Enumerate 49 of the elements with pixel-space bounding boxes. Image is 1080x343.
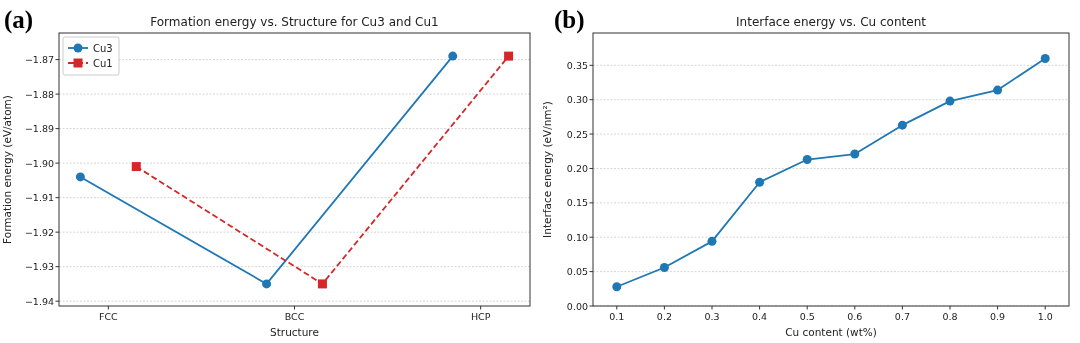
point [612, 282, 622, 292]
y-tick-label: 0.15 [566, 197, 588, 209]
x-tick-label: 0.3 [704, 311, 720, 322]
x-tick-label: HCP [470, 311, 491, 322]
point [707, 236, 717, 246]
y-tick-label: −1.90 [24, 157, 54, 169]
y-axis-title: Interface energy (eV/nm²) [541, 101, 553, 238]
point [897, 120, 907, 130]
x-tick-label: 0.1 [609, 311, 625, 322]
x-tick-label: 0.6 [847, 311, 863, 322]
x-tick-label: BCC [284, 311, 305, 322]
y-axis-title: Formation energy (eV/atom) [1, 95, 13, 244]
y-tick-label: 0.20 [566, 162, 588, 174]
x-tick-label: 0.4 [752, 311, 768, 322]
point [850, 149, 860, 159]
y-tick-label: −1.91 [24, 192, 54, 204]
x-tick-label: 0.8 [942, 311, 958, 322]
point [659, 262, 669, 272]
y-tick-label: −1.94 [24, 295, 54, 307]
point [945, 96, 955, 106]
point [1040, 53, 1050, 63]
point [993, 85, 1003, 95]
legend-label: Cu1 [93, 57, 113, 69]
x-axis-title: Structure [270, 326, 319, 338]
y-tick-label: 0.05 [566, 266, 588, 278]
x-tick-label: FCC [98, 311, 119, 322]
x-tick-label: 1.0 [1037, 311, 1053, 322]
x-tick-label: 0.2 [656, 311, 672, 322]
x-tick-label: 0.5 [799, 311, 815, 322]
y-tick-label: −1.92 [24, 226, 54, 238]
y-tick-label: −1.89 [24, 123, 54, 135]
x-axis-title: Cu content (wt%) [785, 326, 877, 338]
y-tick-label: 0.35 [566, 59, 588, 71]
y-tick-label: 0.00 [566, 300, 588, 312]
y-tick-label: −1.87 [24, 54, 54, 66]
x-tick-label: 0.7 [894, 311, 910, 322]
chart-title: Interface energy vs. Cu content [736, 15, 927, 29]
y-tick-label: 0.25 [566, 128, 588, 140]
legend-label: Cu3 [93, 42, 113, 54]
point [755, 177, 765, 187]
text: (b) [554, 6, 585, 34]
chart-title: Formation energy vs. Structure for Cu3 and Cu1 [150, 15, 439, 29]
y-tick-label: 0.30 [566, 94, 588, 106]
x-tick-label: 0.9 [990, 311, 1006, 322]
y-tick-label: 0.10 [566, 231, 588, 243]
y-tick-label: −1.93 [24, 261, 54, 273]
text: (a) [4, 6, 34, 34]
point [802, 155, 812, 165]
y-tick-label: −1.88 [24, 88, 54, 100]
